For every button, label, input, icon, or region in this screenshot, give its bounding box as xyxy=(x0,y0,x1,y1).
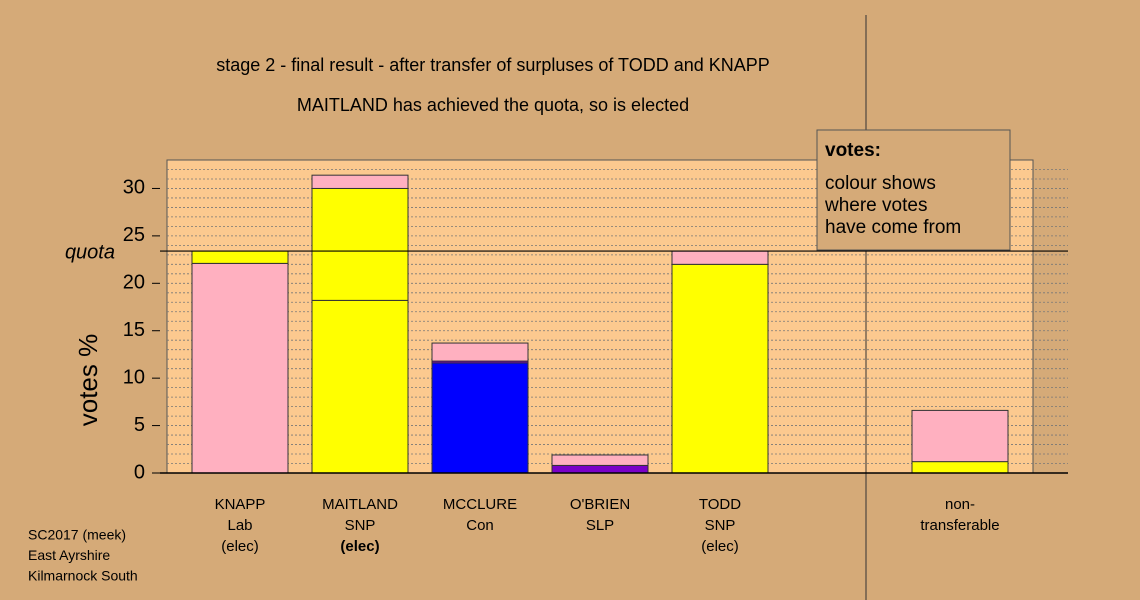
x-tick-label: SNP xyxy=(345,517,376,534)
x-tick-label: non- xyxy=(945,496,975,513)
bar-segment xyxy=(311,174,409,189)
legend-text: have come from xyxy=(825,217,961,238)
bar-segment xyxy=(671,250,769,265)
legend-text: where votes xyxy=(824,195,927,216)
x-tick-label: (elec) xyxy=(701,538,739,555)
y-tick-label: 0 xyxy=(134,461,145,483)
bar-segment xyxy=(551,464,649,474)
bar-segment xyxy=(311,187,409,301)
chart-title: stage 2 - final result - after transfer … xyxy=(216,55,770,75)
y-tick-label: 5 xyxy=(134,414,145,436)
x-tick-label: SLP xyxy=(586,517,614,534)
legend-title: votes: xyxy=(825,140,881,161)
x-tick-label: MCCLURE xyxy=(443,496,517,513)
y-tick-label: 25 xyxy=(123,224,145,246)
x-tick-label: (elec) xyxy=(221,538,259,555)
quota-label: quota xyxy=(65,241,115,263)
chart-subtitle: MAITLAND has achieved the quota, so is e… xyxy=(297,95,689,115)
y-tick-label: 10 xyxy=(123,366,145,388)
x-tick-label: (elec) xyxy=(340,538,379,555)
y-tick-label: 30 xyxy=(123,177,145,199)
bar-segment xyxy=(911,409,1009,463)
x-tick-label: Con xyxy=(466,517,494,534)
legend-box xyxy=(816,129,1011,251)
footer-text: SC2017 (meek) xyxy=(28,527,126,543)
y-tick-label: 20 xyxy=(123,272,145,294)
bar-segment xyxy=(431,362,529,474)
y-tick-label: 15 xyxy=(123,319,145,341)
legend-text: colour shows xyxy=(825,173,936,194)
bar-segment xyxy=(311,299,409,474)
y-axis-label: votes % xyxy=(73,334,103,427)
x-tick-label: KNAPP xyxy=(215,496,266,513)
x-tick-label: Lab xyxy=(227,517,252,534)
bar-segment xyxy=(191,250,289,264)
x-tick-label: transferable xyxy=(920,517,999,534)
footer-text: East Ayrshire xyxy=(28,547,110,563)
x-tick-label: SNP xyxy=(705,517,736,534)
x-tick-label: O'BRIEN xyxy=(570,496,630,513)
bar-segment xyxy=(671,263,769,474)
footer-text: Kilmarnock South xyxy=(28,568,138,584)
bar-segment xyxy=(551,454,649,466)
bar-segment xyxy=(431,342,529,362)
bar-segment xyxy=(911,461,1009,474)
bar-segment xyxy=(191,262,289,474)
x-tick-label: TODD xyxy=(699,496,741,513)
x-tick-label: MAITLAND xyxy=(322,496,398,513)
